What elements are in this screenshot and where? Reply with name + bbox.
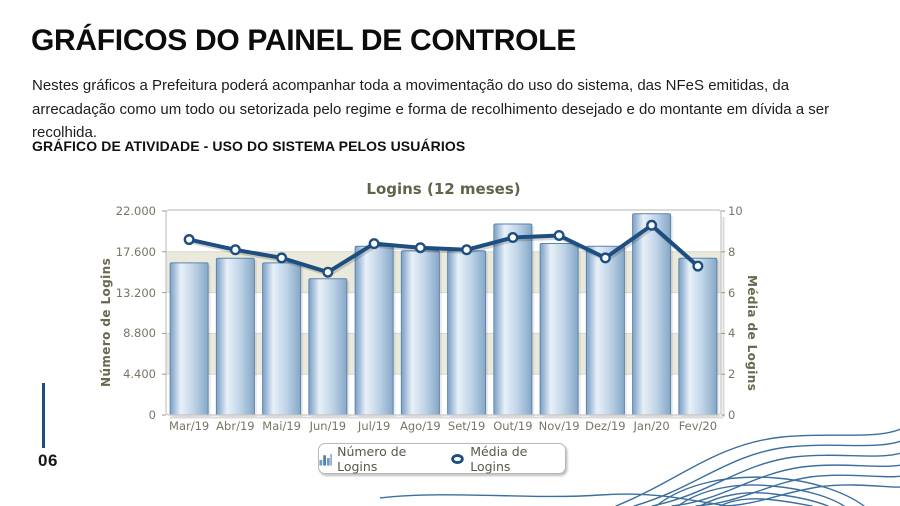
line-marker <box>461 244 473 256</box>
left-tick-label: 22.000 <box>115 204 156 218</box>
x-axis-label: Abr/19 <box>216 419 255 433</box>
left-tick-label: 17.600 <box>115 244 156 259</box>
line-marker-icon <box>451 453 464 464</box>
x-axis-label: Set/19 <box>447 419 486 433</box>
bar <box>169 262 209 416</box>
line-marker <box>692 260 704 272</box>
right-tick-label: 2 <box>728 367 736 382</box>
x-axis-label: Fev/20 <box>678 419 718 433</box>
bar-chart-icon <box>319 453 333 466</box>
left-tick-label: 4.400 <box>123 367 156 382</box>
plot-border <box>165 209 722 416</box>
bar <box>493 223 533 416</box>
plot-band <box>166 211 721 252</box>
line-marker <box>183 234 195 246</box>
page-title: GRÁFICOS DO PAINEL DE CONTROLE <box>31 24 576 57</box>
plot-window-shadow <box>170 217 725 419</box>
x-axis-label: Jan/20 <box>633 419 670 433</box>
x-axis-label: Nov/19 <box>538 419 580 433</box>
x-axis-label: Mar/19 <box>169 419 210 433</box>
bar <box>632 213 672 416</box>
plot-band <box>166 374 721 415</box>
section-heading: GRÁFICO DE ATIVIDADE - USO DO SISTEMA PE… <box>32 138 466 154</box>
right-axis-title: Média de Logins <box>745 274 759 392</box>
bar <box>585 245 625 416</box>
plot-band <box>166 251 721 293</box>
line-marker <box>646 219 658 231</box>
bar <box>308 278 348 416</box>
legend-item-bars: Número de Logins <box>319 444 443 474</box>
legend-label-bars: Número de Logins <box>337 443 407 474</box>
right-tick-label: 10 <box>728 204 743 218</box>
bar <box>215 257 255 416</box>
legend-item-line: Média de Logins <box>450 444 565 474</box>
plot-band <box>166 292 721 334</box>
left-tick-label: 0 <box>148 408 156 422</box>
line-marker <box>276 252 288 264</box>
plot-band <box>166 333 721 375</box>
x-axis-label: Mai/19 <box>262 419 301 433</box>
right-tick-label: 6 <box>728 285 736 300</box>
bar <box>262 262 302 416</box>
line-marker <box>322 266 334 278</box>
line-marker <box>507 232 519 244</box>
line-marker <box>553 229 565 241</box>
decorative-waves <box>380 428 900 506</box>
accent-line <box>42 383 45 448</box>
legend-label-line: Média de Logins <box>470 443 528 474</box>
line-marker <box>414 242 426 254</box>
chart-title: Logins (12 meses) <box>366 180 521 198</box>
x-axis-label: Dez/19 <box>585 419 626 433</box>
right-tick-label: 4 <box>728 326 736 341</box>
bar <box>400 250 440 416</box>
bar <box>447 250 487 416</box>
line-shadow <box>190 226 701 277</box>
x-axis-label: Out/19 <box>493 419 533 433</box>
left-tick-label: 8.800 <box>123 326 156 341</box>
line-marker <box>599 252 611 264</box>
x-axis-label: Jun/19 <box>309 419 347 433</box>
line-marker <box>368 238 380 250</box>
right-tick-label: 8 <box>728 244 736 259</box>
plot-area <box>162 209 725 419</box>
chart-legend: Número de Logins Média de Logins <box>318 443 566 474</box>
bar <box>678 257 718 416</box>
average-line <box>187 223 700 275</box>
page-number: 06 <box>38 451 58 470</box>
x-axis-label: Ago/19 <box>400 419 441 433</box>
bar <box>539 242 579 416</box>
line-marker <box>229 244 241 256</box>
left-tick-label: 13.200 <box>115 285 156 300</box>
bar <box>354 245 394 416</box>
right-tick-label: 0 <box>728 408 736 422</box>
x-axis-label: Jul/19 <box>357 419 391 433</box>
intro-paragraph: Nestes gráficos a Prefeitura poderá acom… <box>32 77 830 141</box>
